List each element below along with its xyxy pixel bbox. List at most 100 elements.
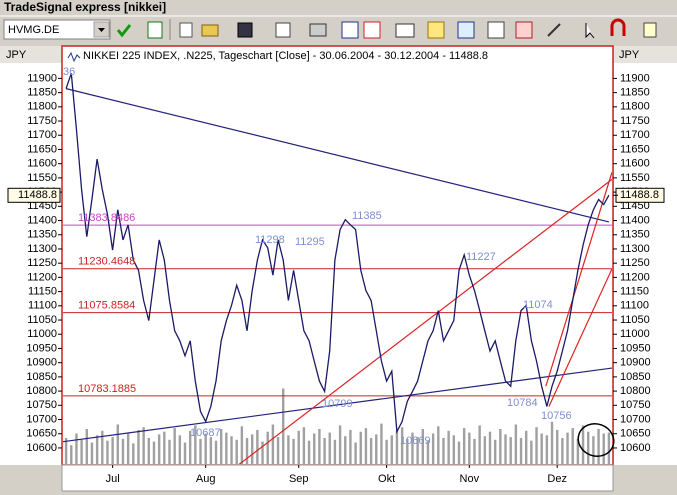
volume-bar — [597, 429, 600, 464]
y-tick-label-right: 11800 — [620, 101, 650, 113]
volume-bar — [411, 432, 414, 464]
y-tick-label-right: 11350 — [620, 229, 650, 241]
chart2-icon[interactable] — [363, 21, 381, 39]
y-tick-label-left: 10600 — [26, 442, 57, 454]
ok-icon[interactable] — [116, 24, 132, 38]
volume-bar — [101, 430, 104, 464]
volume-bar — [307, 440, 311, 464]
tool-icon[interactable] — [487, 21, 505, 39]
volume-bar — [473, 438, 476, 464]
volume-bar — [535, 427, 538, 464]
volume-bar — [437, 426, 440, 464]
y-tick-label-left: 10850 — [26, 371, 57, 383]
volume-bar — [178, 435, 182, 464]
open-icon[interactable] — [201, 24, 219, 37]
point-label: 10799 — [322, 398, 353, 410]
volume-bar — [354, 442, 357, 464]
new-icon[interactable] — [179, 22, 193, 38]
point-label: 10756 — [541, 410, 572, 422]
y-tick-label-right: 11250 — [620, 257, 650, 269]
volume-bar — [80, 439, 83, 464]
volume-bar — [271, 424, 275, 464]
volume-bar — [587, 431, 590, 464]
series-icon — [67, 51, 81, 63]
y-tick-label-right: 11200 — [620, 271, 650, 283]
volume-bar — [447, 430, 450, 464]
help-icon[interactable] — [643, 22, 657, 38]
volume-bar — [157, 434, 161, 464]
left-axis-panel — [0, 46, 62, 465]
volume-bar — [576, 438, 580, 464]
y-tick-label-left: 10750 — [26, 399, 57, 411]
window-icon[interactable] — [395, 23, 415, 38]
x-tick-label: Jul — [106, 473, 120, 485]
line-tool-icon[interactable] — [547, 23, 561, 37]
volume-bar — [173, 428, 176, 464]
refresh-icon[interactable] — [147, 21, 163, 39]
y-tick-label-right: 11400 — [620, 214, 650, 226]
print-icon[interactable] — [309, 23, 327, 37]
volume-bar — [344, 436, 347, 464]
y-tick-label-left: 11350 — [27, 229, 57, 241]
indicator-icon[interactable] — [427, 21, 445, 39]
volume-bar — [514, 424, 518, 464]
volume-bar — [519, 438, 523, 464]
volume-bar — [493, 439, 497, 464]
level-label: 11230.4648 — [78, 256, 135, 268]
tool2-icon[interactable] — [515, 21, 533, 39]
y-tick-label-left: 10950 — [26, 342, 57, 354]
cursor-icon[interactable] — [585, 23, 595, 39]
y-tick-label-left: 11450 — [27, 200, 57, 212]
y-tick-label-right: 10950 — [620, 342, 651, 354]
volume-bar — [126, 432, 130, 464]
volume-bar — [359, 431, 362, 464]
y-tick-label-left: 11600 — [27, 158, 57, 170]
overlay: 11900 11900 11850 11850 11800 11800 11750 11750… — [7, 66, 665, 485]
volume-bar — [214, 440, 218, 464]
volume-bar — [468, 432, 471, 464]
volume-bar — [556, 429, 559, 464]
volume-bar — [219, 429, 223, 464]
point-label: 11295 — [295, 236, 325, 248]
volume-bar — [282, 388, 285, 464]
chart-icon[interactable] — [341, 21, 359, 39]
volume-bar — [313, 433, 316, 464]
volume-bar — [188, 430, 192, 464]
toolbar: HVMG.DE — [3, 18, 657, 40]
volume-bar — [292, 438, 295, 464]
y-tick-label-right: 11650 — [620, 143, 650, 155]
volume-bar — [111, 437, 114, 464]
volume-bar — [137, 429, 140, 464]
save-icon[interactable] — [237, 22, 253, 38]
volume-bar — [561, 438, 564, 464]
volume-bar — [328, 432, 331, 464]
y-tick-label-right: 11100 — [620, 300, 649, 312]
volume-bar — [550, 421, 554, 464]
volume-bar — [194, 425, 197, 464]
last-value-right: 11488.8 — [620, 189, 659, 201]
volume-bar — [75, 433, 78, 464]
volume-bar — [607, 432, 611, 464]
volume-bar — [318, 429, 321, 464]
y-tick-label-right: 11750 — [620, 115, 650, 127]
strategy-icon[interactable] — [457, 21, 475, 39]
y-tick-label-left: 10800 — [26, 385, 57, 397]
axis-header — [0, 46, 62, 63]
copy-icon[interactable] — [275, 22, 291, 38]
y-tick-label-right: 11450 — [620, 200, 650, 212]
y-tick-label-right: 10850 — [620, 371, 651, 383]
y-tick-label-right: 11150 — [620, 286, 649, 298]
y-tick-label-left: 11050 — [27, 314, 57, 326]
y-tick-label-left: 11200 — [27, 271, 57, 283]
volume-bar — [116, 424, 119, 464]
plot-area — [61, 45, 614, 466]
magnet-icon[interactable] — [610, 18, 626, 36]
volume-bar — [385, 439, 388, 464]
volume-bar — [504, 434, 507, 464]
symbol-combo[interactable] — [3, 19, 111, 40]
volume-bar — [235, 439, 238, 464]
volume-bar — [276, 437, 280, 464]
point-label: 11074 — [523, 299, 553, 311]
volume-bar — [251, 434, 254, 464]
volume-bar — [70, 445, 73, 464]
